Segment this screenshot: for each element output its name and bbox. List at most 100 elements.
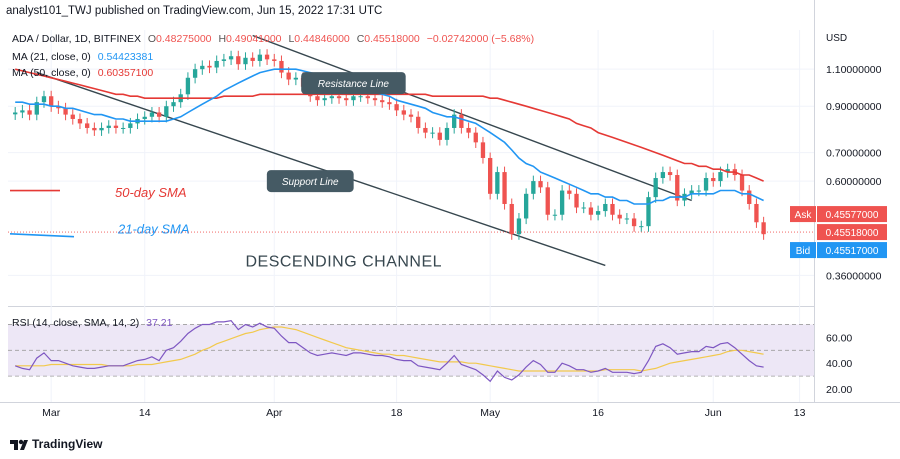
candle-body xyxy=(667,172,673,176)
candle-body xyxy=(243,57,248,65)
candle xyxy=(653,172,658,203)
ma50-legend-value: 0.60357100 xyxy=(97,67,154,79)
candle xyxy=(646,191,651,232)
candle xyxy=(13,107,18,120)
candle xyxy=(581,202,586,214)
candle-body xyxy=(329,96,334,99)
high-label: H xyxy=(218,33,227,45)
candle xyxy=(408,109,414,123)
candle-body xyxy=(63,108,68,115)
rsi-line xyxy=(14,319,764,383)
candle-body xyxy=(344,98,349,101)
candle-body xyxy=(257,54,263,61)
candle xyxy=(34,96,39,121)
candle-body xyxy=(696,190,702,192)
candle xyxy=(156,107,162,123)
candle-body xyxy=(149,112,155,117)
candle xyxy=(495,166,500,200)
tradingview-logo-icon xyxy=(10,439,28,450)
candle-body xyxy=(322,98,327,101)
candle-body xyxy=(761,222,766,235)
candle xyxy=(85,117,90,134)
candle xyxy=(660,166,666,184)
tradingview-logo[interactable]: TradingView xyxy=(10,437,102,451)
candle xyxy=(236,50,241,70)
candle xyxy=(437,127,442,146)
candle xyxy=(63,102,68,121)
resistance-callout: Resistance Line xyxy=(301,72,406,95)
candle-body xyxy=(185,77,191,95)
candle-body xyxy=(387,102,392,105)
candle xyxy=(387,96,392,110)
ma50-legend[interactable]: MA (50, close, 0) 0.60357100 xyxy=(12,67,153,79)
candle xyxy=(739,169,745,197)
candle-body xyxy=(610,203,615,215)
sma50-label: 50-day SMA xyxy=(115,185,187,200)
candle xyxy=(639,220,644,232)
candle-body xyxy=(286,72,291,80)
candle xyxy=(567,185,572,200)
last-tag-value: 0.45518000 xyxy=(826,228,879,239)
candle xyxy=(545,181,550,221)
candle-body xyxy=(747,190,752,204)
candle-body xyxy=(293,77,299,80)
candle-body xyxy=(559,190,565,215)
price-tick-label: 0.70000000 xyxy=(826,148,882,160)
rsi-legend[interactable]: RSI (14, close, SMA, 14, 2) 37.21 xyxy=(12,317,172,329)
annotations: Resistance Line Support Line 50-day SMA 21-… xyxy=(9,72,442,270)
candle-body xyxy=(13,112,18,115)
candle xyxy=(523,188,529,225)
ask-tag-label: Ask xyxy=(795,210,813,221)
candle-body xyxy=(56,106,61,109)
time-tick-label: May xyxy=(480,407,501,419)
support-label: Support Line xyxy=(282,177,339,188)
bid-tag-label-box xyxy=(790,242,816,259)
price-axis[interactable]: 1.10000000 0.90000000 0.70000000 0.60000000… xyxy=(826,64,882,282)
candle-body xyxy=(444,127,450,140)
candle-body xyxy=(718,172,723,182)
candle-body xyxy=(437,132,442,140)
candle-body xyxy=(380,100,385,103)
ma21-legend[interactable]: MA (21, close, 0) 0.54423381 xyxy=(12,51,153,63)
candle-body xyxy=(372,98,378,101)
candle-body xyxy=(653,178,658,198)
time-tick-label: Jun xyxy=(705,407,722,419)
candle-body xyxy=(156,112,162,117)
candle-body xyxy=(574,193,579,208)
candle xyxy=(552,209,558,221)
candle-body xyxy=(358,96,363,98)
rsi-tick-label: 20.00 xyxy=(826,384,852,396)
candle xyxy=(595,205,601,221)
candle-body xyxy=(142,116,147,119)
candle-body xyxy=(250,57,255,61)
time-axis[interactable]: Mar 14 Apr 18 May 16 Jun 13 xyxy=(42,407,805,419)
symbol-name[interactable]: ADA / Dollar, 1D, BITFINEX xyxy=(12,33,141,45)
candle-body xyxy=(99,127,104,131)
candle xyxy=(509,198,514,240)
candle xyxy=(250,52,255,67)
rsi-band-lines xyxy=(8,324,814,377)
candle-body xyxy=(77,118,83,124)
ma50-legend-label: MA (50, close, 0) xyxy=(12,67,91,79)
time-tick-label: Apr xyxy=(266,407,283,419)
bid-tag: Bid 0.45517000 xyxy=(790,242,887,259)
candle-body xyxy=(315,96,320,101)
candle-body xyxy=(336,96,342,99)
candle xyxy=(77,113,83,130)
candle-body xyxy=(639,226,644,228)
candle-body xyxy=(423,127,428,133)
candle xyxy=(574,188,579,214)
candle xyxy=(149,107,155,123)
candle-body xyxy=(703,178,709,191)
candle xyxy=(120,122,126,134)
candle-body xyxy=(689,190,694,194)
candle-body xyxy=(228,56,234,60)
candle xyxy=(725,163,730,178)
price-tick-label: 0.90000000 xyxy=(826,101,882,113)
candle-body xyxy=(430,132,435,134)
support-callout: Support Line xyxy=(266,170,354,193)
open-label: O xyxy=(147,33,157,45)
candle xyxy=(221,53,227,67)
candle-body xyxy=(488,157,493,194)
